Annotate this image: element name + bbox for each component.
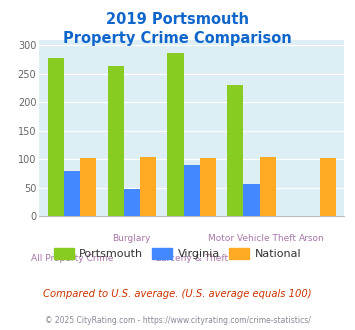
- Bar: [80, 158, 96, 216]
- Text: Burglary: Burglary: [113, 234, 151, 243]
- Bar: [200, 158, 216, 216]
- Bar: [140, 157, 156, 216]
- Text: Larceny & Theft: Larceny & Theft: [155, 254, 228, 263]
- Text: 2019 Portsmouth: 2019 Portsmouth: [106, 12, 249, 26]
- Bar: [108, 66, 124, 216]
- Text: Motor Vehicle Theft: Motor Vehicle Theft: [208, 234, 296, 243]
- Bar: [168, 53, 184, 216]
- Text: © 2025 CityRating.com - https://www.cityrating.com/crime-statistics/: © 2025 CityRating.com - https://www.city…: [45, 316, 310, 325]
- Text: Property Crime Comparison: Property Crime Comparison: [63, 31, 292, 46]
- Bar: [64, 171, 80, 216]
- Bar: [320, 158, 336, 216]
- Legend: Portsmouth, Virginia, National: Portsmouth, Virginia, National: [49, 244, 306, 263]
- Text: Arson: Arson: [299, 234, 324, 243]
- Bar: [227, 85, 244, 216]
- Bar: [48, 58, 64, 216]
- Bar: [184, 165, 200, 216]
- Text: Compared to U.S. average. (U.S. average equals 100): Compared to U.S. average. (U.S. average …: [43, 289, 312, 299]
- Text: All Property Crime: All Property Crime: [31, 254, 113, 263]
- Bar: [244, 184, 260, 216]
- Bar: [260, 157, 276, 216]
- Bar: [124, 189, 140, 216]
